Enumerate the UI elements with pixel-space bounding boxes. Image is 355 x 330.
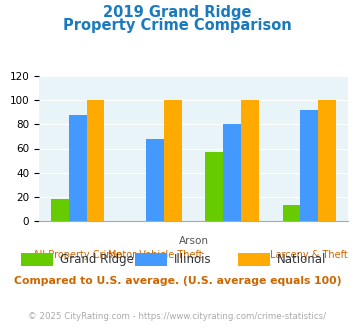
Text: Compared to U.S. average. (U.S. average equals 100): Compared to U.S. average. (U.S. average … (14, 276, 341, 285)
Text: Arson: Arson (179, 236, 208, 246)
Text: Illinois: Illinois (174, 253, 212, 266)
Text: Motor Vehicle Theft: Motor Vehicle Theft (108, 250, 202, 260)
Bar (21, 253, 53, 266)
Bar (283, 205, 300, 221)
Text: Grand Ridge: Grand Ridge (60, 253, 134, 266)
Text: © 2025 CityRating.com - https://www.cityrating.com/crime-statistics/: © 2025 CityRating.com - https://www.city… (28, 312, 327, 321)
Bar (206, 152, 223, 221)
Bar (87, 100, 104, 221)
Bar (51, 199, 69, 221)
Text: Larceny & Theft: Larceny & Theft (271, 250, 348, 260)
Bar (135, 253, 167, 266)
Bar (238, 253, 270, 266)
Bar (164, 100, 181, 221)
Text: 2019 Grand Ridge: 2019 Grand Ridge (103, 5, 252, 20)
Bar (241, 100, 259, 221)
Text: Property Crime Comparison: Property Crime Comparison (63, 18, 292, 33)
Text: National: National (277, 253, 326, 266)
Text: All Property Crime: All Property Crime (33, 250, 122, 260)
Bar (69, 115, 87, 221)
Bar (300, 110, 318, 221)
Bar (146, 139, 164, 221)
Bar (318, 100, 336, 221)
Bar (223, 124, 241, 221)
